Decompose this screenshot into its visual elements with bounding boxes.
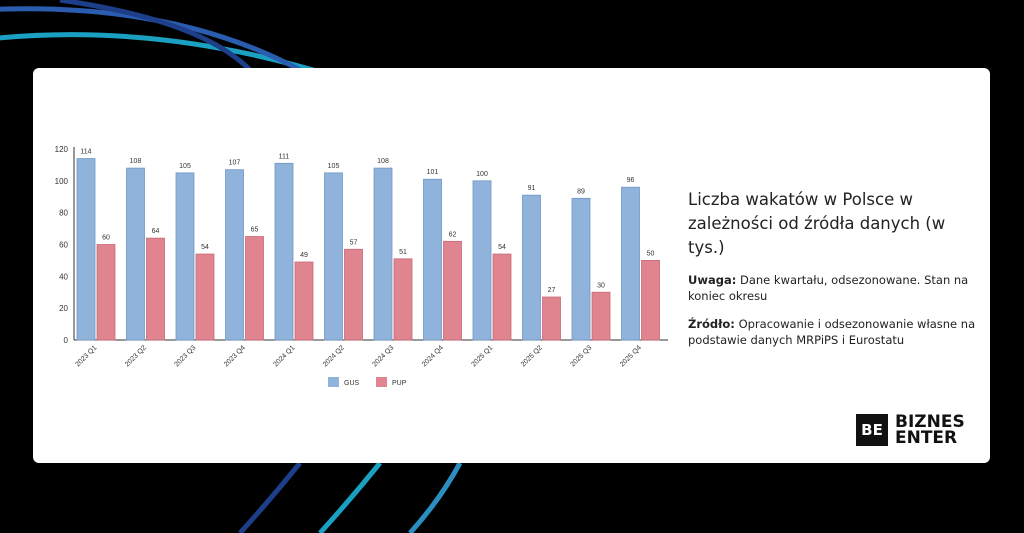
x-tick-label: 2023 Q1 — [74, 344, 98, 368]
data-label: 105 — [179, 163, 191, 170]
data-label: 91 — [528, 185, 536, 192]
chart-card: 0 20 40 60 80 100 120 114 60 2023 Q1 108 64 2023 Q2 1… — [33, 68, 990, 463]
data-label: 100 — [476, 171, 488, 178]
x-tick-label: 2025 Q3 — [569, 344, 593, 368]
x-tick-label: 2024 Q1 — [272, 344, 296, 368]
bar-pup — [195, 253, 215, 341]
data-label: 107 — [229, 160, 241, 167]
legend-swatch-gus — [328, 377, 339, 387]
x-tick-label: 2025 Q2 — [520, 344, 544, 368]
bar-pup — [641, 260, 660, 341]
chart-description: Liczba wakatów w Polsce w zależności od … — [688, 188, 978, 360]
bar-gus — [324, 172, 343, 341]
y-tick-label: 0 — [64, 336, 69, 345]
bar-pup — [542, 296, 561, 341]
bar-gus — [76, 158, 96, 341]
bar-pup — [492, 253, 512, 341]
legend-swatch-pup — [376, 377, 387, 387]
note-text: Dane kwartału, odsezonowane. Stan na kon… — [688, 273, 969, 303]
logo-mark: BE — [856, 414, 888, 446]
bar-chart: 0 20 40 60 80 100 120 114 60 2023 Q1 108 64 2023 Q2 1… — [55, 145, 668, 387]
note: Uwaga: Dane kwartału, odsezonowane. Stan… — [688, 272, 978, 304]
bar-gus — [175, 172, 195, 341]
bar-gus — [571, 197, 591, 341]
bar-gus — [373, 167, 393, 341]
bar-pup — [393, 258, 413, 341]
bar-pup — [344, 248, 363, 341]
source: Źródło: Opracowanie i odsezonowanie włas… — [688, 316, 978, 348]
data-label: 101 — [427, 169, 439, 176]
data-label: 111 — [279, 153, 290, 160]
data-label: 60 — [102, 235, 110, 242]
data-label: 27 — [548, 287, 556, 294]
data-label: 89 — [577, 188, 585, 195]
data-label: 108 — [130, 158, 142, 165]
data-label: 64 — [152, 228, 160, 235]
logo-line1: BIZNES — [895, 412, 965, 432]
x-tick-label: 2023 Q3 — [173, 344, 197, 368]
bar-gus — [274, 162, 294, 341]
bar-gus — [126, 167, 145, 341]
legend-label-gus: GUS — [344, 380, 360, 387]
note-label: Uwaga: — [688, 273, 737, 287]
bar-pup — [294, 261, 314, 341]
data-label: 30 — [597, 282, 605, 289]
data-label: 49 — [300, 252, 308, 259]
y-tick-label: 40 — [59, 272, 68, 281]
bar-gus — [423, 178, 442, 341]
logo-line2: ENTER — [895, 428, 958, 448]
bar-pup — [245, 236, 264, 341]
data-label: 62 — [449, 231, 457, 238]
source-label: Źródło: — [688, 317, 735, 331]
data-label: 57 — [350, 239, 358, 246]
x-tick-label: 2024 Q2 — [322, 344, 346, 368]
data-label: 65 — [251, 227, 259, 234]
data-label: 96 — [627, 177, 635, 184]
chart-title: Liczba wakatów w Polsce w zależności od … — [688, 190, 946, 257]
y-tick-label: 80 — [59, 209, 68, 218]
x-tick-label: 2023 Q4 — [223, 344, 247, 368]
bar-pup — [443, 240, 462, 341]
bar-pup — [146, 237, 165, 341]
data-label: 50 — [647, 250, 655, 257]
x-tick-label: 2024 Q4 — [421, 344, 445, 368]
bar-gus — [472, 180, 492, 341]
y-tick-label: 100 — [55, 177, 69, 186]
bar-pup — [591, 291, 611, 341]
y-tick-label: 120 — [55, 145, 69, 154]
bar-gus — [522, 194, 541, 341]
x-tick-label: 2023 Q2 — [124, 344, 148, 368]
bar-pup — [96, 244, 116, 341]
source-text: Opracowanie i odsezonowanie własne na po… — [688, 317, 976, 347]
legend-label-pup: PUP — [392, 380, 407, 387]
x-tick-label: 2025 Q4 — [619, 344, 643, 368]
x-tick-label: 2024 Q3 — [371, 344, 395, 368]
data-label: 54 — [498, 244, 506, 251]
bar-gus — [225, 169, 244, 341]
data-label: 105 — [328, 163, 340, 170]
x-tick-label: 2025 Q1 — [470, 344, 494, 368]
data-label: 54 — [201, 244, 209, 251]
data-label: 114 — [80, 149, 91, 156]
bizneseneter-logo: BE BIZNES ENTER — [856, 412, 965, 448]
data-label: 108 — [377, 158, 389, 165]
data-label: 51 — [399, 249, 407, 256]
bar-gus — [621, 186, 640, 341]
y-tick-label: 20 — [59, 304, 68, 313]
y-tick-label: 60 — [59, 241, 68, 250]
